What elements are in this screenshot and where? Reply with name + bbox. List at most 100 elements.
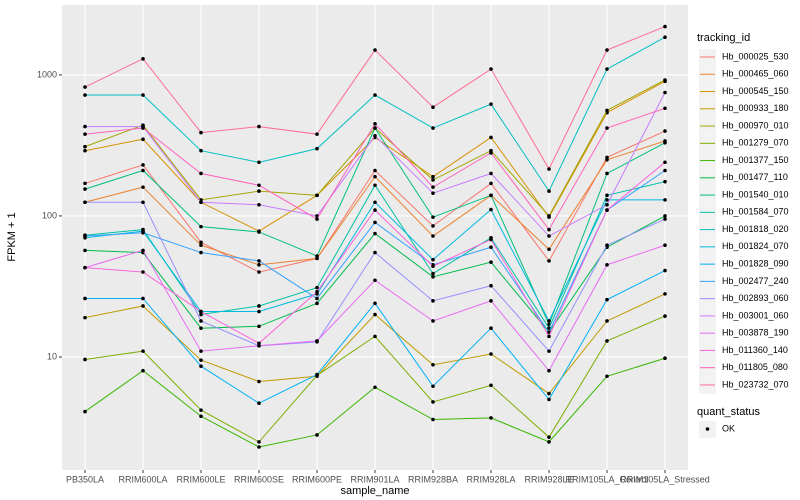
data-point (199, 240, 203, 245)
data-point (257, 160, 261, 165)
data-point (199, 364, 203, 369)
data-point (547, 247, 551, 252)
data-point (373, 250, 377, 255)
data-point (547, 397, 551, 402)
legend-label: Hb_001824_070 (722, 241, 789, 251)
data-point (199, 200, 203, 205)
data-point (605, 243, 609, 248)
data-point (663, 168, 667, 173)
data-point (257, 270, 261, 274)
data-point (431, 275, 435, 279)
data-point (547, 167, 551, 171)
data-point (431, 224, 435, 228)
data-point (257, 445, 261, 449)
y-tick-label: 1000 (37, 69, 57, 79)
x-tick-label: PB350LA (66, 474, 104, 484)
data-point (547, 319, 551, 323)
data-point (489, 151, 493, 155)
data-point (663, 314, 667, 318)
legend-label: OK (722, 423, 735, 433)
legend-label: Hb_000933_180 (722, 103, 789, 113)
x-tick-label: RRIM105LA_Control (565, 474, 648, 484)
legend-label: Hb_000025_530 (722, 51, 789, 61)
data-point (83, 248, 87, 253)
data-point (257, 379, 261, 384)
data-point (199, 349, 203, 353)
data-point (373, 200, 377, 205)
data-point (315, 296, 319, 301)
data-point (199, 171, 203, 176)
data-point (431, 384, 435, 389)
data-point (83, 93, 87, 97)
data-point (431, 126, 435, 130)
data-point (431, 400, 435, 404)
data-point (315, 146, 319, 151)
data-point (489, 416, 493, 420)
data-point (489, 193, 493, 198)
data-point (141, 230, 145, 235)
data-point (257, 344, 261, 348)
data-point (547, 227, 551, 232)
data-point (431, 417, 435, 422)
data-point (547, 259, 551, 263)
x-tick-label: RRIM105LA_Stressed (620, 474, 710, 484)
data-point (199, 358, 203, 362)
data-point (431, 319, 435, 323)
x-tick-label: RRIM928LE (524, 474, 573, 484)
legend-label: Hb_003878_190 (722, 328, 789, 338)
data-point (373, 301, 377, 306)
data-point (489, 326, 493, 330)
legend-label: Hb_001477_110 (722, 172, 788, 182)
data-point (431, 264, 435, 269)
data-point (489, 260, 493, 264)
data-point (547, 440, 551, 444)
data-point (257, 263, 261, 267)
legend-label: Hb_002477_240 (722, 276, 789, 286)
legend-label: Hb_001279_070 (722, 138, 789, 148)
data-point (373, 334, 377, 339)
legend-label: Hb_001828_090 (722, 258, 789, 268)
data-point (489, 299, 493, 303)
data-point (141, 185, 145, 189)
data-point (141, 349, 145, 353)
data-point (373, 220, 377, 225)
data-point (605, 263, 609, 267)
data-point (547, 330, 551, 334)
data-point (373, 168, 377, 173)
data-point (489, 207, 493, 212)
data-point (431, 257, 435, 262)
data-point (431, 234, 435, 238)
y-tick-label: 100 (42, 210, 57, 220)
data-point (663, 198, 667, 202)
data-point (547, 349, 551, 353)
data-point (141, 296, 145, 301)
x-tick-label: RRIM600LA (118, 474, 167, 484)
data-point (315, 193, 319, 198)
data-point (489, 102, 493, 106)
legend-label: Hb_002893_060 (722, 293, 789, 303)
data-point (315, 289, 319, 294)
data-point (315, 285, 319, 290)
data-point (257, 202, 261, 207)
data-point (315, 339, 319, 343)
data-point (605, 319, 609, 323)
data-point (83, 132, 87, 136)
data-point (199, 243, 203, 248)
x-tick-label: RRIM600SE (234, 474, 284, 484)
data-point (257, 341, 261, 346)
legend-label: Hb_001818_020 (722, 224, 789, 234)
data-point (141, 168, 145, 173)
data-point (199, 309, 203, 314)
data-point (199, 312, 203, 317)
legend-label: Hb_000465_060 (722, 69, 789, 79)
data-point (605, 126, 609, 130)
data-point (605, 202, 609, 207)
data-point (431, 299, 435, 303)
data-point (605, 208, 609, 212)
data-point (431, 191, 435, 195)
data-point (663, 24, 667, 29)
data-point (605, 297, 609, 302)
data-point (257, 189, 261, 193)
data-point (489, 67, 493, 71)
data-point (373, 208, 377, 212)
